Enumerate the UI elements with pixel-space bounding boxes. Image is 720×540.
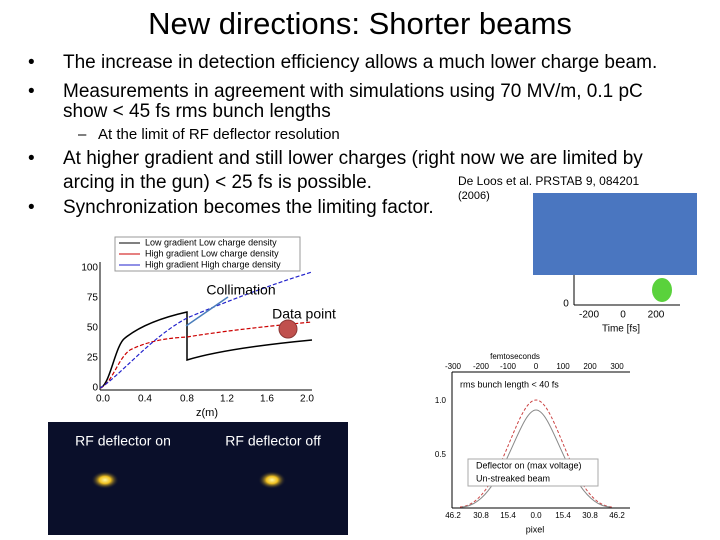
y-tick-label: 0 [563,299,569,310]
top-right-figure: 0 -200 0 200 Time [fs] [533,193,697,335]
callout-line [185,296,229,327]
scatter-blob [652,278,672,302]
top-tick-label: -200 [473,362,490,371]
sub-bullet-mark: – [78,126,87,143]
x-tick-label: 0.0 [96,394,110,405]
sub-bullet: At the limit of RF deflector resolution [98,126,340,143]
legend-label: Low gradient Low charge density [145,237,277,247]
x-axis-label: Time [fs] [602,324,640,335]
bullet-line: Measurements in agreement with simulatio… [63,81,643,102]
bullet-line: At higher gradient and still lower charg… [63,148,643,169]
x-tick-label: 30.8 [582,511,598,520]
x-tick-label: 1.2 [220,394,234,405]
legend-label: High gradient High charge density [145,259,281,269]
bullet-mark: • [28,197,35,218]
bullet-mark: • [28,148,35,169]
top-tick-label: 200 [583,362,597,371]
x-tick-label: 0.8 [180,394,194,405]
citation: (2006) [458,190,490,202]
top-tick-label: -100 [500,362,517,371]
curve [99,321,313,389]
legend-box [114,236,301,272]
bullet-line: arcing in the gun) < 25 fs is possible. [63,172,372,193]
y-tick-label: 50 [87,323,99,334]
top-tick-label: 0 [534,362,539,371]
bullet-line: show < 45 fs rms bunch lengths [63,101,331,122]
left-figure: Low gradient Low charge density High gra… [81,236,314,419]
y-tick-label: 0.5 [435,450,447,459]
y-tick-label: 100 [81,263,98,274]
x-tick-label: 0 [620,310,626,321]
x-tick-label: 15.4 [500,511,516,520]
image-label: RF deflector off [225,433,321,449]
y-tick-label: 1.0 [435,396,447,405]
image-label: RF deflector on [75,433,171,449]
curve [459,399,613,508]
plot-note: rms bunch length < 40 fs [460,379,559,389]
data-point-marker [278,319,298,339]
bullet-mark: • [28,81,35,102]
annotation: Collimation [206,282,275,298]
x-tick-label: -200 [579,310,599,321]
curve [99,311,313,389]
x-axis-label: pixel [526,524,545,534]
x-tick-label: 1.6 [260,394,274,405]
beam-spot [91,471,119,489]
y-tick-label: 0 [92,383,98,394]
bullet-line: The increase in detection efficiency all… [63,52,658,73]
axis-label: femtoseconds [490,352,540,361]
x-tick-label: 2.0 [300,394,314,405]
bullet-line: Synchronization becomes the limiting fac… [63,197,434,218]
bullet-mark: • [28,52,35,73]
top-tick-label: 300 [610,362,624,371]
top-tick-label: -300 [445,362,462,371]
legend-box [467,458,599,487]
top-tick-label: 100 [556,362,570,371]
cover-box [533,193,697,275]
bottom-right-figure: femtoseconds -300 -200 -100 0 100 200 30… [435,352,630,534]
x-tick-label: 46.2 [609,511,625,520]
citation: De Loos et al. PRSTAB 9, 084201 [458,174,640,188]
y-tick-label: 75 [87,293,99,304]
curve [99,271,313,389]
x-tick-label: 15.4 [555,511,571,520]
annotation: Data point [272,306,336,322]
title: New directions: Shorter beams [148,6,572,41]
y-tick-label: 25 [87,353,99,364]
beam-spot [258,471,286,489]
legend-label: High gradient Low charge density [145,248,279,258]
x-tick-label: 0.0 [530,511,542,520]
x-tick-label: 46.2 [445,511,461,520]
x-tick-label: 30.8 [473,511,489,520]
x-axis-label: z(m) [196,407,218,419]
legend-label: Deflector on (max voltage) [476,460,582,470]
x-tick-label: 0.4 [138,394,152,405]
legend-label: Un-streaked beam [476,473,550,483]
x-tick-label: 200 [648,310,665,321]
